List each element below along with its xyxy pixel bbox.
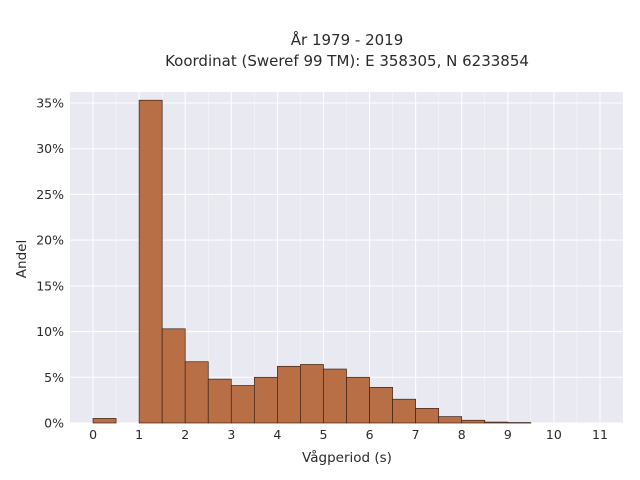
x-tick-label: 1 [135, 427, 143, 442]
x-tick-label: 7 [412, 427, 420, 442]
x-tick-label: 10 [546, 427, 562, 442]
x-tick-label: 4 [273, 427, 281, 442]
histogram-bar [161, 328, 186, 424]
histogram-bar [392, 398, 416, 424]
x-tick-label: 8 [458, 427, 466, 442]
histogram-bar [230, 385, 255, 424]
chart-title-line-2: Koordinat (Sweref 99 TM): E 358305, N 62… [165, 52, 529, 70]
y-axis-ticks: 0% 5% 10% 15% 20% 25% 30% 35% [36, 95, 64, 430]
histogram-bar [138, 99, 163, 424]
histogram-bar [484, 421, 509, 424]
x-tick-label: 2 [181, 427, 189, 442]
y-tick-label: 5% [44, 370, 64, 385]
chart-title-line-1: År 1979 - 2019 [291, 30, 404, 49]
y-tick-label: 25% [36, 187, 64, 202]
x-tick-label: 5 [319, 427, 327, 442]
y-tick-label: 20% [36, 233, 64, 248]
x-axis-label: Vågperiod (s) [302, 449, 392, 466]
histogram-bar [92, 418, 117, 424]
y-tick-label: 30% [36, 141, 64, 156]
histogram-bar [461, 419, 486, 424]
x-axis-ticks: 0 1 2 3 4 5 6 7 8 9 10 11 [89, 427, 608, 442]
histogram-bar [323, 368, 347, 424]
y-tick-label: 0% [44, 416, 64, 431]
x-tick-label: 9 [504, 427, 512, 442]
y-tick-label: 15% [36, 278, 64, 293]
histogram-bar [184, 361, 209, 424]
y-tick-label: 35% [36, 95, 64, 110]
histogram-bars [92, 99, 532, 424]
x-tick-label: 0 [89, 427, 97, 442]
x-tick-label: 11 [592, 427, 608, 442]
histogram-bar [253, 376, 278, 424]
y-tick-label: 10% [36, 324, 64, 339]
histogram-bar [207, 378, 232, 424]
x-tick-label: 6 [366, 427, 374, 442]
histogram-bar [507, 422, 532, 424]
histogram-bar [415, 408, 440, 424]
histogram-bar [300, 364, 324, 424]
histogram-bar [438, 416, 463, 424]
y-axis-label: Andel [14, 240, 30, 278]
histogram-bar [277, 365, 301, 424]
histogram-bar [369, 386, 393, 424]
x-tick-label: 3 [227, 427, 235, 442]
histogram-bar [346, 376, 370, 424]
